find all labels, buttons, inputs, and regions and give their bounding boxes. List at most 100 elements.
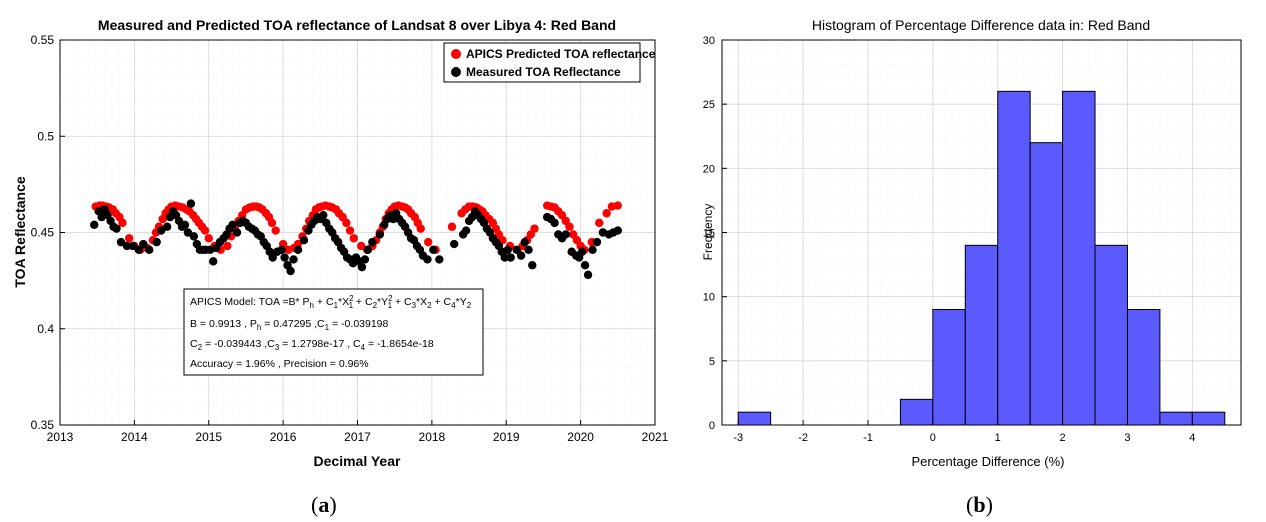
measured-point	[319, 210, 328, 220]
y-tick-label: 30	[703, 35, 715, 47]
predicted-point	[423, 237, 433, 247]
histogram-bar	[997, 90, 1031, 426]
x-tick-label: 2019	[493, 430, 520, 444]
x-tick-label: 0	[930, 432, 936, 444]
measured-point	[189, 232, 199, 241]
measured-point	[268, 253, 277, 262]
predicted-point	[357, 241, 366, 251]
measured-point	[500, 253, 509, 262]
x-tick-label: 3	[1124, 432, 1130, 444]
measured-point	[577, 247, 587, 256]
measured-point	[561, 230, 570, 239]
predicted-point	[271, 226, 280, 235]
x-tick-label: 2014	[121, 430, 148, 444]
histogram-bar	[1159, 411, 1193, 426]
measured-point	[516, 251, 526, 260]
measured-point	[299, 236, 309, 245]
panel-label-a: (a)	[311, 492, 337, 517]
chart-a-title: Measured and Predicted TOA reflectance o…	[98, 17, 616, 33]
measured-point	[435, 255, 444, 264]
predicted-point	[223, 241, 232, 251]
annotation-line-accuracy: Accuracy = 1.96% , Precision = 0.96%	[190, 358, 369, 370]
y-tick-label: 0.5	[37, 129, 54, 143]
measured-point	[122, 241, 132, 251]
x-tick-label: 2	[1060, 432, 1066, 444]
histogram-bar	[932, 309, 966, 426]
y-tick-label: 15	[703, 228, 715, 240]
y-tick-label: 20	[703, 163, 715, 175]
measured-point	[112, 224, 121, 233]
y-tick-label: 5	[709, 356, 715, 368]
x-tick-label: 2013	[47, 430, 74, 444]
chart-b-ylabel: Frequency	[701, 204, 715, 261]
measured-point	[183, 228, 193, 237]
histogram-bar	[1094, 244, 1128, 426]
y-tick-label: 0.45	[31, 226, 55, 240]
x-tick-label: -3	[733, 432, 743, 444]
chart-a-annotation: APICS Model: TOA =B* Ph + C1*X2 1 + C2*Y2…	[183, 288, 484, 376]
chart-b-xlabel: Percentage Difference (%)	[912, 454, 1065, 469]
y-tick-label: 0.55	[31, 33, 55, 47]
y-tick-label: 10	[703, 292, 715, 304]
measured-point	[286, 266, 295, 276]
measured-point	[449, 239, 459, 249]
panel-label-b: (b)	[966, 492, 993, 517]
predicted-point	[613, 201, 623, 210]
measured-point	[145, 245, 154, 255]
measured-point	[375, 230, 385, 239]
chart-a-legend: APICS Predicted TOA reflectance Measured…	[443, 42, 656, 83]
histogram-bar	[1029, 142, 1064, 426]
predicted-point	[595, 218, 604, 228]
y-tick-label: 0	[709, 420, 715, 432]
measured-point	[528, 261, 537, 270]
measured-point	[506, 253, 515, 262]
measured-point	[592, 237, 602, 247]
measured-point	[357, 262, 367, 272]
chart-a-ylabel: TOA Reflectance	[12, 176, 28, 287]
y-tick-label: 0.4	[37, 322, 54, 336]
predicted-point	[342, 218, 351, 228]
measured-point	[512, 245, 521, 255]
measured-point	[90, 220, 99, 229]
y-tick-label: 0.35	[31, 418, 55, 432]
chart-b-bars	[737, 90, 1226, 426]
measured-point	[232, 228, 242, 237]
measured-point	[289, 255, 298, 264]
chart-a-points	[90, 199, 623, 280]
measured-point	[156, 226, 166, 235]
measured-point	[162, 222, 172, 231]
legend-measured-marker	[451, 67, 461, 77]
legend-predicted-label: APICS Predicted TOA reflectance	[466, 47, 656, 61]
annotation-line-model: APICS Model: TOA =B* Ph + C1*X2 1 + C2*Y2…	[190, 294, 472, 310]
measured-point	[228, 220, 237, 229]
predicted-point	[200, 226, 210, 235]
measured-point	[580, 261, 590, 270]
histogram-bar	[899, 398, 934, 426]
measured-point	[583, 270, 593, 280]
x-tick-label: 2017	[344, 430, 371, 444]
measured-point	[180, 220, 190, 229]
measured-point	[520, 237, 530, 247]
predicted-point	[602, 209, 611, 218]
measured-point	[550, 218, 559, 228]
x-tick-label: 2016	[270, 430, 297, 444]
measured-point	[277, 245, 286, 255]
chart-a-xlabel: Decimal Year	[314, 453, 401, 469]
measured-point	[503, 245, 512, 255]
measured-point	[128, 241, 138, 251]
predicted-point	[530, 224, 539, 233]
measured-point	[588, 245, 597, 255]
predicted-point	[447, 222, 457, 231]
chart-a-ticks: 2013 2014 2015 2016 2017 2018 2019 2020 2021 0.35…	[31, 33, 669, 444]
predicted-point	[118, 218, 127, 228]
x-tick-label: 2015	[195, 430, 222, 444]
measured-point	[152, 237, 161, 247]
legend-measured-label: Measured TOA Reflectance	[466, 65, 621, 79]
x-tick-label: -1	[863, 432, 873, 444]
x-tick-label: 2018	[419, 430, 446, 444]
annotation-line-coeffs2: C2 = -0.039443 ,C3 = 1.2798e-17 , C4 = -…	[190, 338, 434, 352]
histogram-bar	[737, 411, 772, 426]
predicted-point	[565, 222, 574, 231]
predicted-point	[204, 234, 213, 243]
